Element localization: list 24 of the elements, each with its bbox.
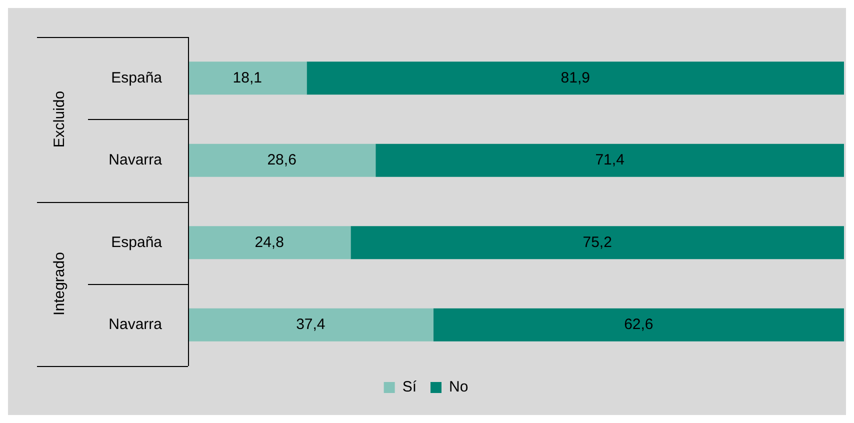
y-tick-label: España bbox=[111, 234, 163, 251]
data-label: 81,9 bbox=[560, 69, 590, 86]
bar bbox=[188, 62, 307, 95]
y-tick-label: Navarra bbox=[108, 152, 163, 169]
bar bbox=[306, 62, 844, 95]
data-label: 71,4 bbox=[595, 152, 624, 169]
data-label: 62,6 bbox=[624, 316, 654, 334]
bar bbox=[350, 226, 844, 260]
data-label: 28,6 bbox=[267, 152, 296, 169]
bar bbox=[376, 144, 844, 177]
data-label: 75,2 bbox=[582, 234, 612, 251]
bar bbox=[188, 308, 434, 342]
data-label: 37,4 bbox=[296, 316, 326, 334]
legend-label: No bbox=[449, 378, 468, 396]
bar bbox=[188, 226, 351, 260]
legend-label: Sí bbox=[402, 378, 418, 396]
bar bbox=[188, 144, 376, 177]
text: Integrado bbox=[51, 252, 68, 316]
text: Excluido bbox=[51, 90, 68, 148]
data-label: 18,1 bbox=[232, 69, 262, 86]
y-tick-label: España bbox=[111, 69, 163, 86]
bar bbox=[433, 308, 844, 342]
y-tick-label: Navarra bbox=[108, 316, 163, 334]
data-label: 24,8 bbox=[254, 234, 284, 251]
